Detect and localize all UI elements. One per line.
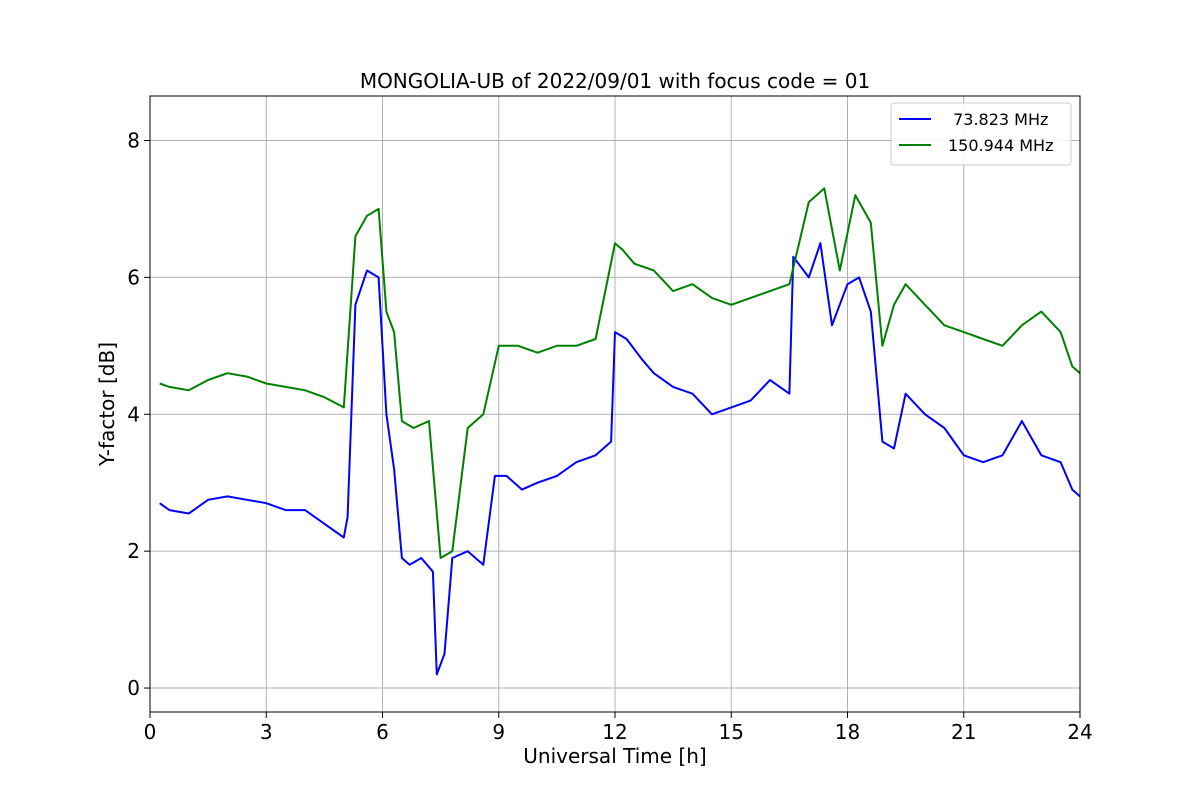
legend: 73.823 MHz 150.944 MHz xyxy=(890,102,1072,166)
x-tick-label: 18 xyxy=(835,720,860,744)
x-axis-label: Universal Time [h] xyxy=(523,744,706,768)
x-tick-label: 15 xyxy=(719,720,744,744)
y-tick-label: 4 xyxy=(127,402,140,426)
y-tick-label: 8 xyxy=(127,128,140,152)
legend-label-2: 150.944 MHz xyxy=(948,136,1053,155)
x-tick-label: 24 xyxy=(1067,720,1092,744)
x-tick-label: 3 xyxy=(260,720,273,744)
y-tick-label: 0 xyxy=(127,676,140,700)
series-layer xyxy=(159,187,1081,676)
x-axis-ticks: 0 3 6 9 12 15 18 21 24 xyxy=(144,712,1093,744)
y-tick-label: 6 xyxy=(127,265,140,289)
series-line-1 xyxy=(159,242,1081,676)
series-line-2 xyxy=(159,187,1081,559)
x-tick-label: 0 xyxy=(144,720,157,744)
x-tick-label: 9 xyxy=(492,720,505,744)
x-tick-label: 6 xyxy=(376,720,389,744)
chart-title: MONGOLIA-UB of 2022/09/01 with focus cod… xyxy=(360,69,870,93)
y-axis-label: Y-factor [dB] xyxy=(95,342,119,467)
x-tick-label: 12 xyxy=(602,720,627,744)
x-tick-label: 21 xyxy=(951,720,976,744)
y-tick-label: 2 xyxy=(127,539,140,563)
y-axis-ticks: 0 2 4 6 8 xyxy=(127,128,150,700)
legend-label-1: 73.823 MHz xyxy=(948,110,1048,129)
legend-box xyxy=(890,102,1072,166)
